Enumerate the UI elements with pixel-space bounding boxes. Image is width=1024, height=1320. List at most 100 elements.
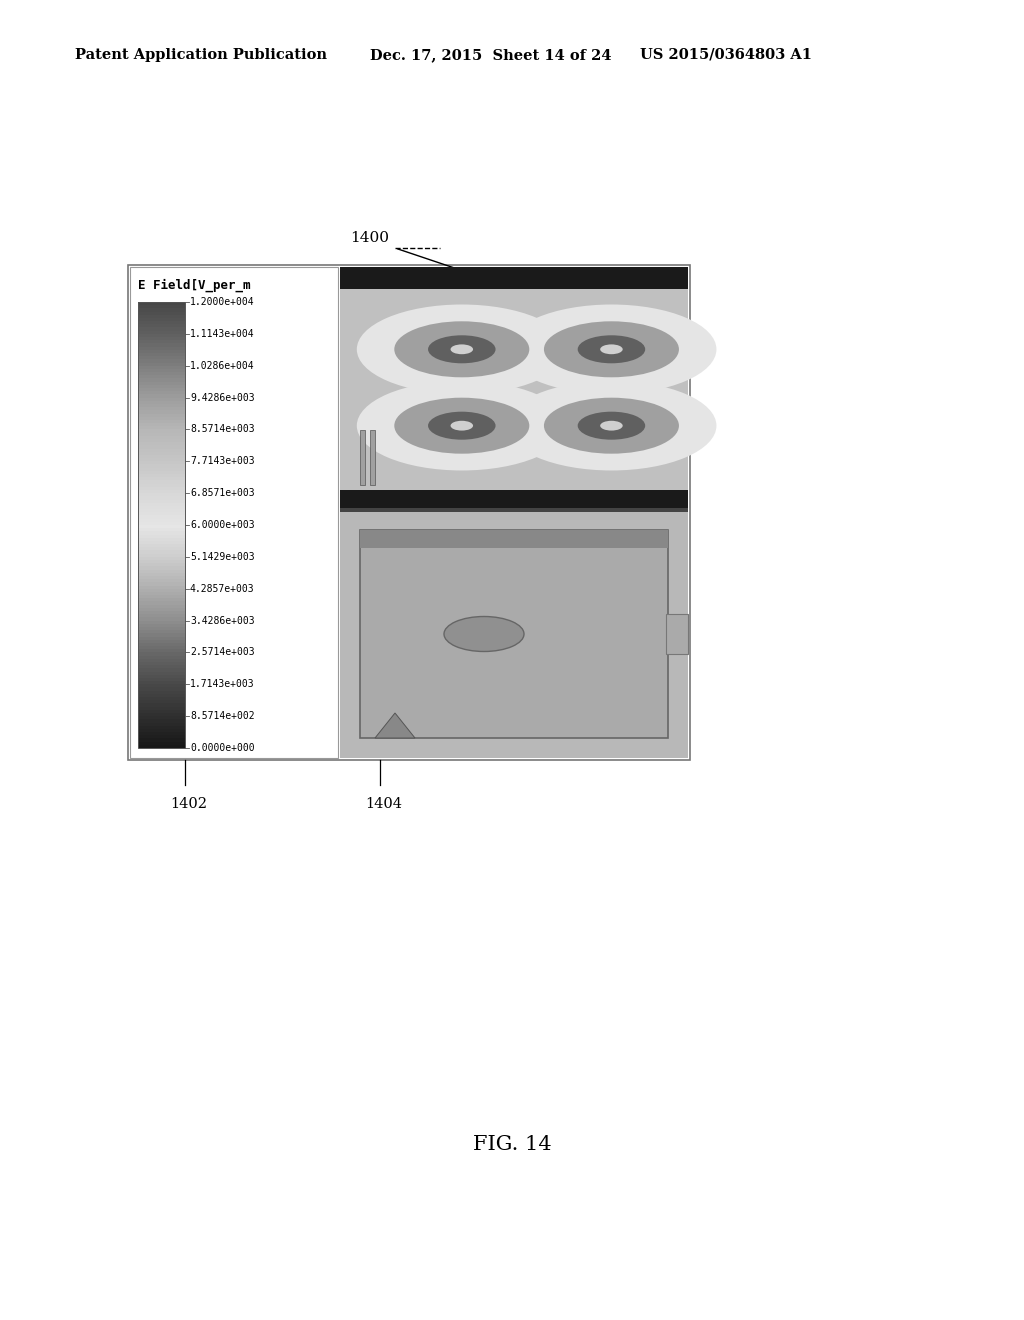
Bar <box>138 645 185 649</box>
Bar <box>138 347 185 350</box>
Bar <box>340 267 688 758</box>
Ellipse shape <box>356 381 567 470</box>
Bar <box>138 356 185 359</box>
Bar <box>138 503 185 506</box>
Bar <box>138 465 185 467</box>
Bar <box>138 605 185 607</box>
Bar <box>138 528 185 532</box>
Bar <box>138 496 185 499</box>
Bar <box>138 719 185 722</box>
Bar <box>138 579 185 582</box>
Bar <box>138 649 185 652</box>
Bar <box>138 451 185 455</box>
Text: 4.2857e+003: 4.2857e+003 <box>190 583 255 594</box>
Bar <box>130 267 338 758</box>
Bar <box>340 490 688 510</box>
Text: 7.7143e+003: 7.7143e+003 <box>190 457 255 466</box>
Bar <box>138 735 185 738</box>
Bar <box>138 426 185 429</box>
Bar <box>138 722 185 726</box>
Bar <box>138 325 185 327</box>
Bar <box>138 352 185 356</box>
Bar <box>138 442 185 445</box>
Bar <box>138 742 185 744</box>
Bar <box>138 302 185 748</box>
Bar <box>138 630 185 634</box>
Ellipse shape <box>544 321 679 378</box>
Bar <box>138 591 185 595</box>
Bar <box>138 706 185 710</box>
Bar <box>138 675 185 678</box>
Bar <box>138 302 185 305</box>
Bar <box>138 455 185 458</box>
Ellipse shape <box>544 397 679 454</box>
Bar <box>138 515 185 519</box>
Bar <box>138 385 185 388</box>
Bar <box>138 544 185 548</box>
Bar <box>138 327 185 331</box>
Bar <box>138 665 185 668</box>
Bar <box>138 704 185 706</box>
Bar <box>138 440 185 442</box>
Bar <box>340 510 688 758</box>
Bar <box>138 697 185 700</box>
Bar <box>370 430 375 484</box>
Bar <box>340 267 688 289</box>
Text: 1404: 1404 <box>365 797 402 810</box>
Bar <box>138 343 185 347</box>
Bar <box>138 525 185 528</box>
Bar <box>138 407 185 411</box>
Text: 1402: 1402 <box>170 797 207 810</box>
Ellipse shape <box>356 305 567 395</box>
Bar <box>138 611 185 614</box>
Bar <box>138 582 185 586</box>
Bar <box>138 618 185 620</box>
Bar <box>138 480 185 483</box>
Bar <box>138 659 185 663</box>
Ellipse shape <box>600 345 623 354</box>
Ellipse shape <box>428 412 496 440</box>
Text: 8.5714e+003: 8.5714e+003 <box>190 425 255 434</box>
Bar <box>138 318 185 321</box>
Bar <box>138 413 185 417</box>
Bar <box>138 627 185 630</box>
Bar <box>138 620 185 624</box>
Bar <box>138 490 185 494</box>
Text: Dec. 17, 2015  Sheet 14 of 24: Dec. 17, 2015 Sheet 14 of 24 <box>370 48 611 62</box>
Bar <box>138 521 185 525</box>
Bar <box>138 401 185 404</box>
Text: 9.4286e+003: 9.4286e+003 <box>190 392 255 403</box>
Bar <box>138 598 185 602</box>
Bar <box>138 690 185 694</box>
Bar <box>138 634 185 636</box>
Bar <box>138 535 185 537</box>
Bar <box>138 684 185 688</box>
Bar <box>138 331 185 334</box>
Ellipse shape <box>444 616 524 652</box>
Text: 3.4286e+003: 3.4286e+003 <box>190 615 255 626</box>
Bar <box>138 422 185 426</box>
Text: E Field[V_per_m: E Field[V_per_m <box>138 279 251 292</box>
Bar <box>138 321 185 325</box>
Ellipse shape <box>578 412 645 440</box>
Bar <box>138 379 185 381</box>
Bar <box>138 471 185 474</box>
Bar <box>138 576 185 579</box>
Bar <box>666 614 688 653</box>
Bar <box>138 395 185 397</box>
Bar <box>138 512 185 515</box>
Ellipse shape <box>394 397 529 454</box>
Bar <box>138 550 185 553</box>
Bar <box>138 309 185 312</box>
Bar <box>138 372 185 375</box>
Bar <box>138 368 185 372</box>
Text: 1.2000e+004: 1.2000e+004 <box>190 297 255 308</box>
Bar <box>138 607 185 611</box>
Bar <box>138 532 185 535</box>
Text: 5.1429e+003: 5.1429e+003 <box>190 552 255 562</box>
Bar <box>138 417 185 420</box>
Bar <box>128 265 690 760</box>
Bar <box>138 467 185 471</box>
Text: 8.5714e+002: 8.5714e+002 <box>190 711 255 721</box>
Bar <box>138 663 185 665</box>
